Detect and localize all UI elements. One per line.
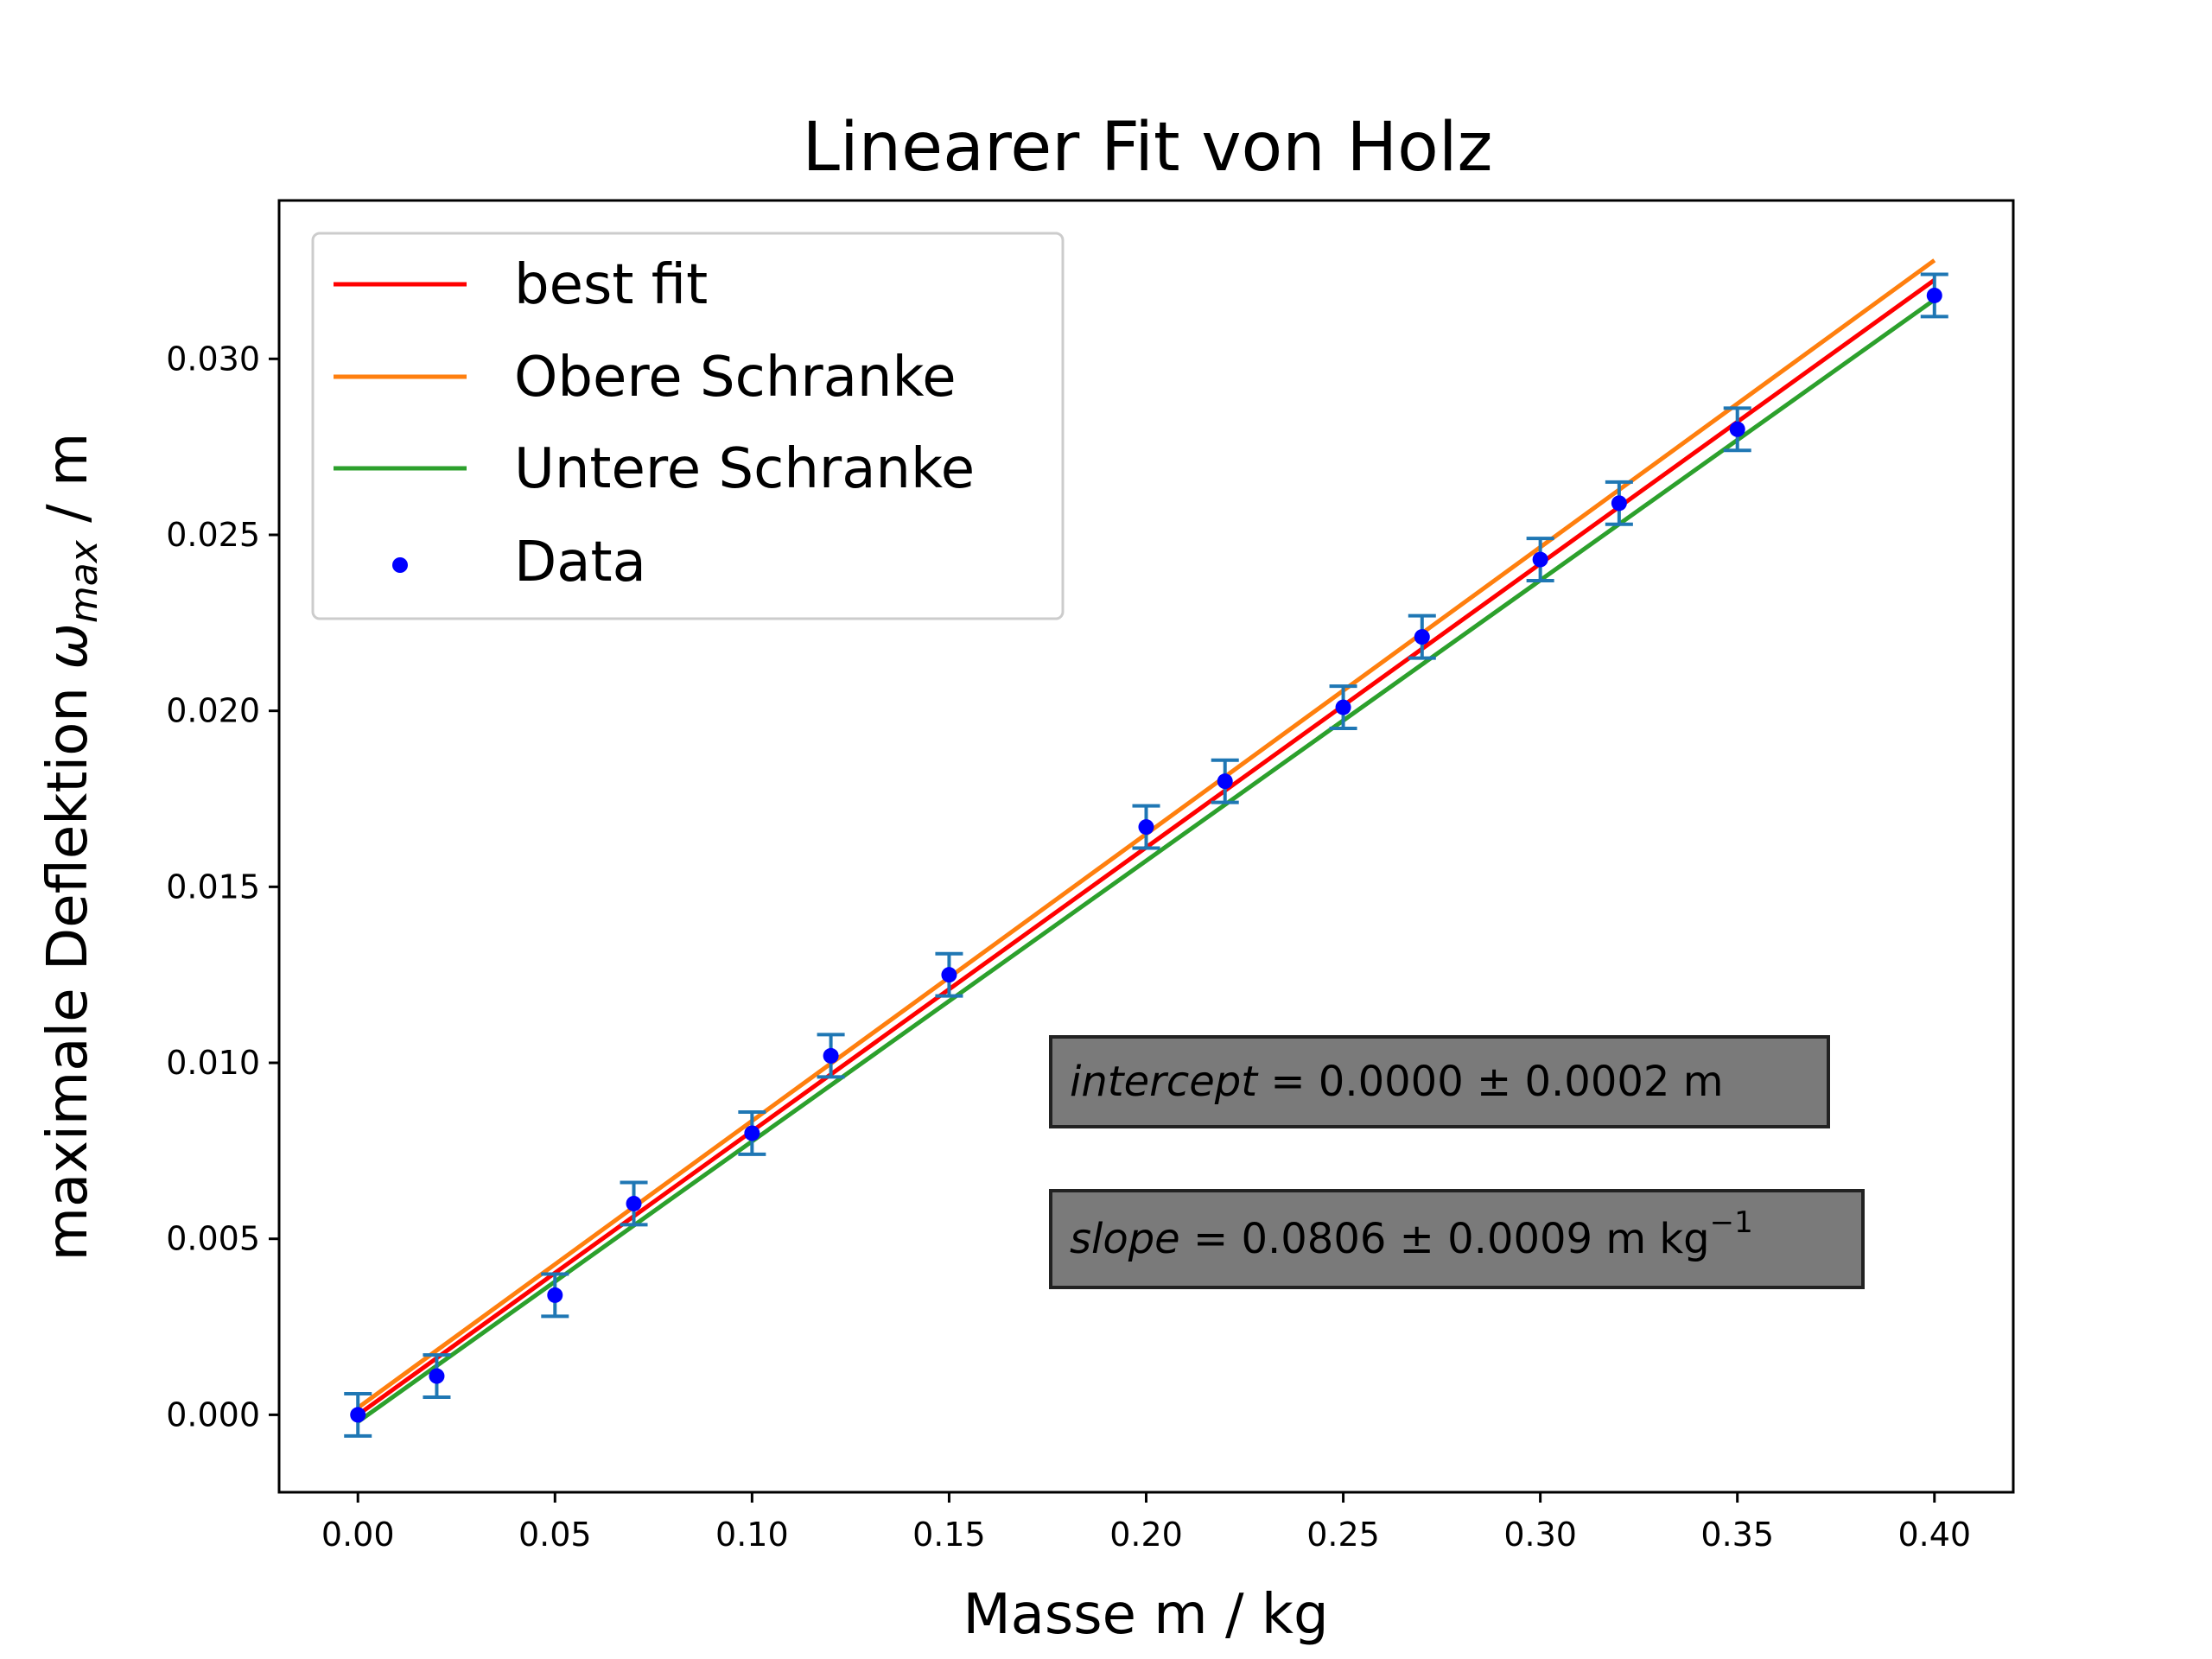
data-points	[350, 287, 1942, 1423]
series-line-untere-schranke	[356, 297, 1936, 1424]
data-point	[429, 1368, 445, 1384]
legend-swatch-data	[392, 557, 408, 573]
legend: best fit Obere Schranke Untere Schranke …	[311, 232, 1065, 620]
y-tick-label: 0.005	[166, 1220, 260, 1258]
x-tick-label: 0.30	[1503, 1516, 1577, 1554]
x-tick-label: 0.40	[1897, 1516, 1971, 1554]
data-point	[1335, 699, 1351, 715]
data-point	[1414, 629, 1430, 645]
data-point	[941, 967, 957, 983]
y-axis-ticks: 0.000 0.005 0.010 0.015 0.020 0.025 0.030	[166, 340, 279, 1433]
slope-box	[1049, 1189, 1865, 1289]
data-point	[350, 1407, 366, 1423]
y-tick-label: 0.020	[166, 692, 260, 730]
x-tick-label: 0.20	[1109, 1516, 1183, 1554]
x-tick-label: 0.35	[1700, 1516, 1774, 1554]
data-point	[1138, 819, 1154, 836]
data-point	[1729, 421, 1745, 437]
data-point	[1217, 773, 1233, 790]
data-point	[547, 1287, 563, 1303]
x-tick-label: 0.10	[715, 1516, 789, 1554]
plot-area	[344, 258, 1948, 1438]
intercept-text: intercept = 0.0000 ± 0.0002 m	[1070, 1058, 1723, 1106]
slope-annotation: slope = 0.0806 ± 0.0009 m kg−1	[1049, 1189, 1865, 1289]
legend-label-obere-schranke: Obere Schranke	[514, 346, 957, 410]
legend-box	[311, 232, 1065, 620]
x-tick-label: 0.00	[321, 1516, 395, 1554]
y-tick-label: 0.010	[166, 1044, 260, 1082]
x-tick-label: 0.25	[1306, 1516, 1380, 1554]
x-axis-label: Masse m / kg	[963, 1583, 1328, 1647]
data-point	[626, 1195, 642, 1211]
legend-label-best-fit: best fit	[514, 253, 708, 317]
y-tick-label: 0.015	[166, 868, 260, 906]
x-tick-label: 0.15	[912, 1516, 986, 1554]
y-axis-label: maximale Deflektion ωmax / m	[36, 433, 106, 1262]
data-point	[1926, 287, 1942, 303]
slope-text: slope = 0.0806 ± 0.0009 m kg−1	[1070, 1205, 1753, 1263]
data-point	[1532, 551, 1548, 568]
y-tick-label: 0.030	[166, 340, 260, 378]
y-tick-label: 0.025	[166, 516, 260, 554]
data-point	[744, 1125, 760, 1141]
data-point	[823, 1047, 839, 1064]
legend-label-data: Data	[514, 531, 646, 594]
intercept-box	[1049, 1035, 1830, 1128]
y-tick-label: 0.000	[166, 1395, 260, 1433]
x-tick-label: 0.05	[518, 1516, 592, 1554]
data-point	[1611, 495, 1627, 512]
intercept-annotation: intercept = 0.0000 ± 0.0002 m	[1049, 1035, 1830, 1128]
legend-label-untere-schranke: Untere Schranke	[514, 437, 975, 501]
x-axis-ticks: 0.00 0.05 0.10 0.15 0.20 0.25 0.30 0.35 0.40	[321, 1492, 1971, 1554]
chart-title: Linearer Fit von Holz	[803, 109, 1493, 187]
